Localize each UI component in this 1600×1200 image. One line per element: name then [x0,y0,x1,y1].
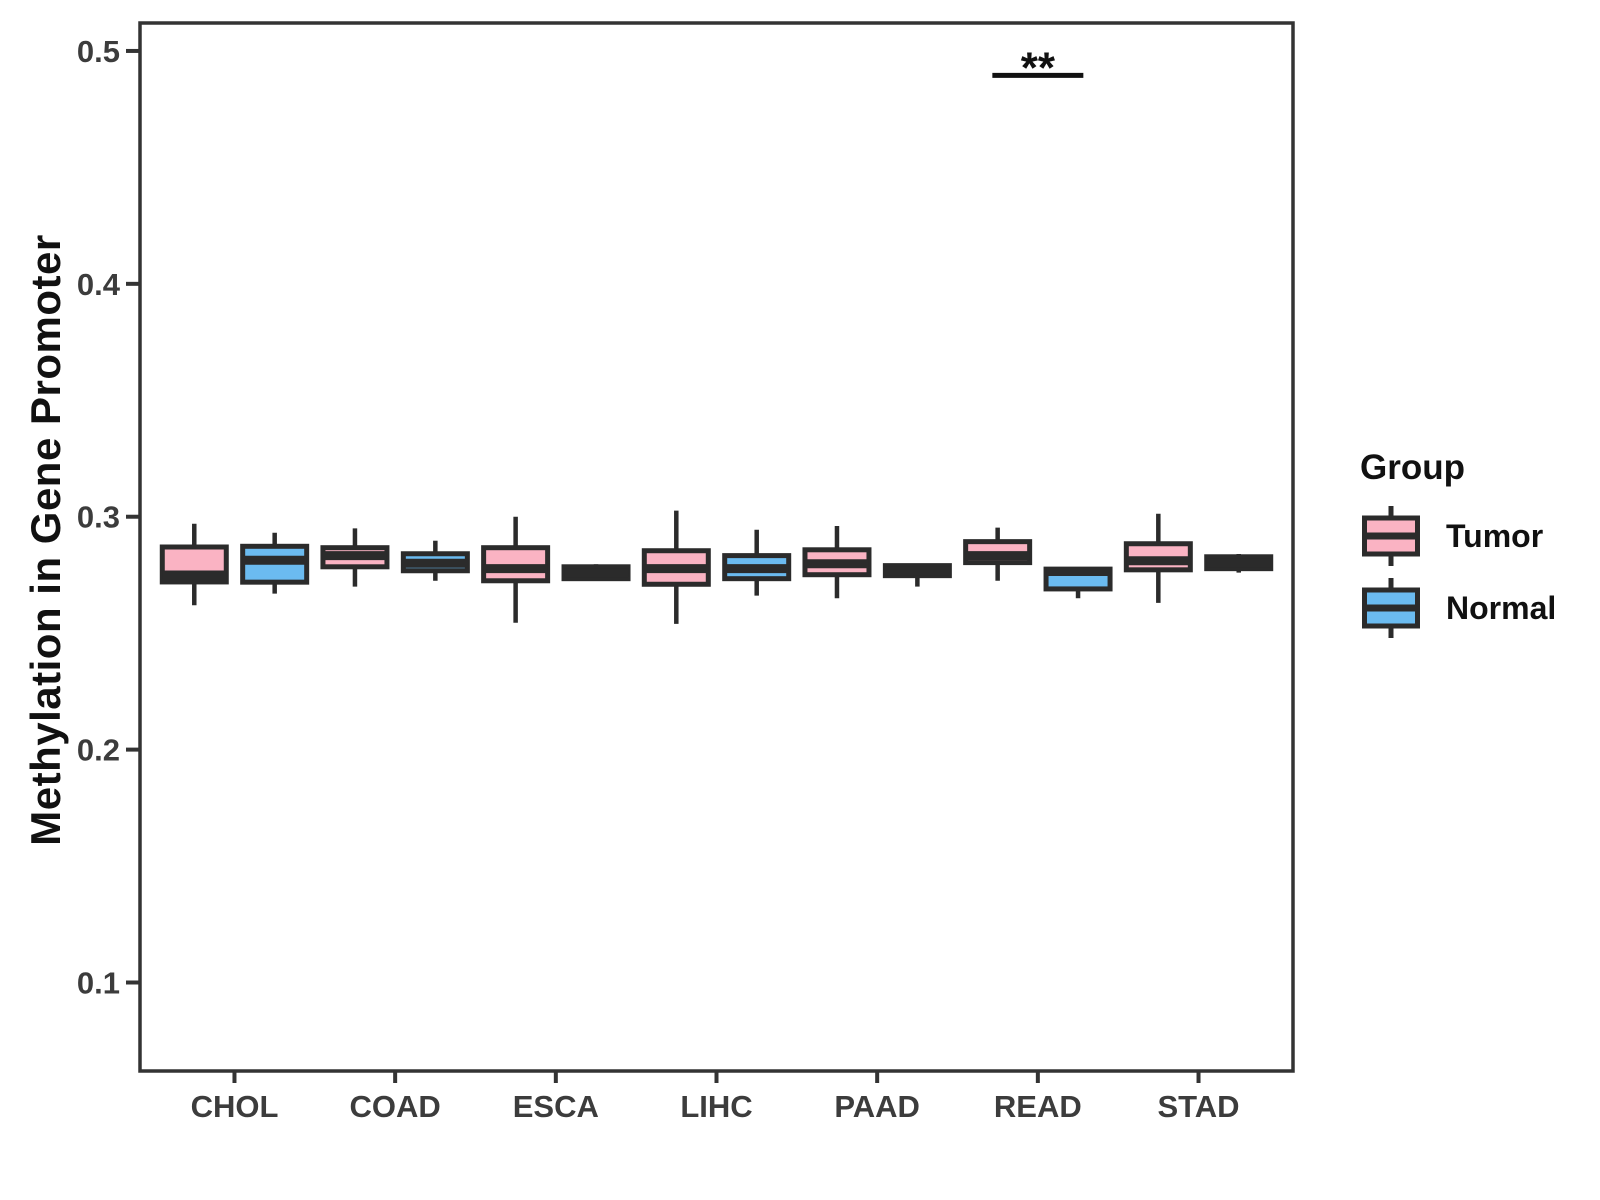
y-tick-label: 0.1 [77,966,120,1001]
y-tick-label: 0.5 [77,34,120,69]
x-tick-label: CHOL [191,1089,279,1124]
panel-border [138,21,1295,1073]
legend-entry-tumor: Tumor [1342,504,1592,568]
legend-label-normal: Normal [1446,589,1557,626]
y-tick-label: 0.2 [77,733,120,768]
x-tick-label: READ [994,1089,1082,1124]
y-tick-label: 0.4 [77,267,121,302]
legend-label-tumor: Tumor [1446,517,1544,554]
x-tick-label: ESCA [513,1089,599,1124]
tumor-boxplot-key-icon [1362,506,1420,566]
x-tick-label: COAD [350,1089,441,1124]
normal-boxplot-key-icon [1362,578,1420,638]
x-tick-label: STAD [1157,1089,1239,1124]
legend-title: Group [1360,448,1465,487]
legend-entry-normal: Normal [1342,576,1592,640]
significance-stars: ** [1021,43,1056,92]
y-tick-label: 0.3 [77,500,120,535]
legend: Group Tumor Normal [1342,448,1592,648]
x-tick-label: PAAD [834,1089,920,1124]
x-tick-label: LIHC [680,1089,752,1124]
